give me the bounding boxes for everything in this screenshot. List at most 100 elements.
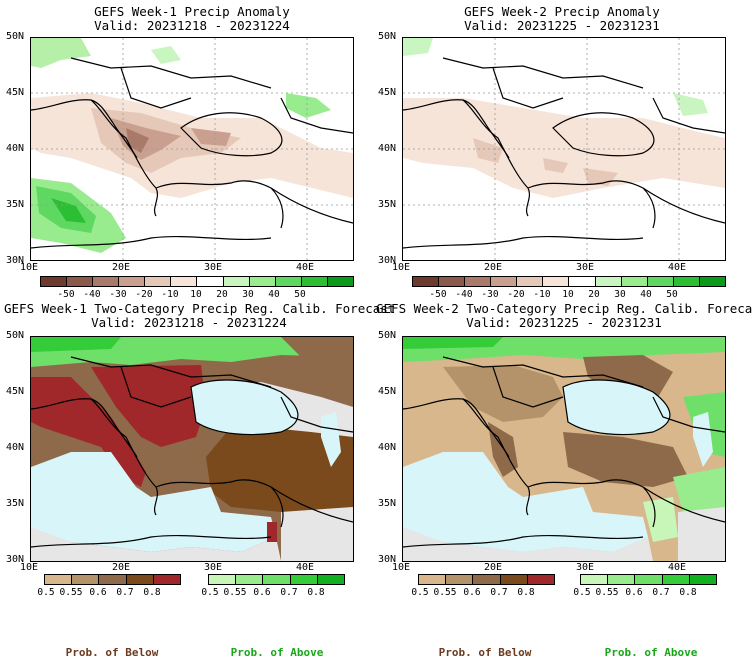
colorbar-segment [662, 575, 690, 584]
colorbar-tick-label: 30 [614, 289, 626, 300]
panel4-lat-35n: 35N [378, 498, 397, 509]
panel2-title-text: GEFS Week-2 Precip Anomaly [464, 4, 660, 19]
colorbar-segment [446, 575, 474, 584]
colorbar-tick-label: 10 [562, 289, 574, 300]
panel1-anomaly-field [31, 38, 353, 260]
colorbar-tick-label: 0.7 [490, 587, 508, 598]
colorbar-segment [500, 575, 528, 584]
panel3-lon-30e: 30E [204, 562, 223, 573]
colorbar-tick-label: 0.6 [625, 587, 643, 598]
colorbar-tick-label: 0.55 [223, 587, 247, 598]
panel2-lon-30e: 30E [576, 262, 595, 273]
colorbar-tick-label: 40 [640, 289, 652, 300]
panel4-probability-field [403, 337, 725, 561]
colorbar-segment [689, 575, 717, 584]
panel2-valid: Valid: 20231225 - 20231231 [464, 18, 660, 33]
panel3-lat-50n: 50N [6, 330, 25, 341]
panel2-title: GEFS Week-2 Precip Anomaly Valid: 202312… [402, 5, 722, 33]
panel2-lat-50n: 50N [378, 31, 397, 42]
panel3-lon-20e: 20E [112, 562, 131, 573]
panel4-lon-20e: 20E [484, 562, 503, 573]
panel1-title: GEFS Week-1 Precip Anomaly Valid: 202312… [32, 5, 352, 33]
colorbar-segment [99, 575, 127, 584]
colorbar-tick-label: 0.55 [433, 587, 457, 598]
panel4-lon-10e: 10E [392, 562, 411, 573]
panel3-lat-45n: 45N [6, 386, 25, 397]
panel3-title-text: GEFS Week-1 Two-Category Precip Reg. Cal… [4, 301, 396, 316]
panel3-valid: Valid: 20231218 - 20231224 [91, 315, 287, 330]
panel4-lat-40n: 40N [378, 442, 397, 453]
colorbar-segment [581, 575, 609, 584]
panel3-lat-35n: 35N [6, 498, 25, 509]
colorbar-tick-label: 20 [588, 289, 600, 300]
colorbar-tick-label: 20 [216, 289, 228, 300]
colorbar-segment [223, 277, 250, 286]
panel1-lat-45n: 45N [6, 87, 25, 98]
panel3-map [30, 336, 354, 562]
panel2-lon-40e: 40E [668, 262, 687, 273]
colorbar-segment [249, 277, 276, 286]
colorbar-segment [145, 277, 172, 286]
colorbar-tick-label: 0.6 [253, 587, 271, 598]
colorbar-tick-label: 50 [294, 289, 306, 300]
panel2-lon-10e: 10E [392, 262, 411, 273]
panel4-lat-50n: 50N [378, 330, 397, 341]
panel4-below-caption: Prob. of Below [438, 646, 532, 659]
colorbar-tick-label: 0.8 [679, 587, 697, 598]
panel3-title: GEFS Week-1 Two-Category Precip Reg. Cal… [4, 301, 396, 330]
colorbar-segment [465, 277, 492, 286]
panel4-lat-30n: 30N [378, 554, 397, 565]
colorbar-tick-label: 0.55 [595, 587, 619, 598]
colorbar-tick-label: -40 [455, 289, 473, 300]
panel1-lat-30n: 30N [6, 255, 25, 266]
colorbar-segment [608, 575, 636, 584]
panel3-lon-40e: 40E [296, 562, 315, 573]
panel1-lon-10e: 10E [20, 262, 39, 273]
colorbar-tick-label: 0.5 [573, 587, 591, 598]
colorbar-tick-label: -50 [429, 289, 447, 300]
panel4-above-colorbar [580, 574, 717, 585]
panel1-lon-40e: 40E [296, 262, 315, 273]
colorbar-segment [635, 575, 663, 584]
colorbar-tick-label: 0.8 [517, 587, 535, 598]
panel1-valid: Valid: 20231218 - 20231224 [94, 18, 290, 33]
panel4-map [402, 336, 726, 562]
panel2-lat-30n: 30N [378, 255, 397, 266]
panel3-above-caption: Prob. of Above [230, 646, 324, 659]
panel3-above-colorbar [208, 574, 345, 585]
colorbar-segment [595, 277, 622, 286]
colorbar-tick-label: 0.7 [652, 587, 670, 598]
panel1-title-text: GEFS Week-1 Precip Anomaly [94, 4, 290, 19]
colorbar-tick-label: -20 [507, 289, 525, 300]
panel1-lon-20e: 20E [112, 262, 131, 273]
colorbar-segment [439, 277, 466, 286]
colorbar-tick-label: 0.5 [37, 587, 55, 598]
panel1-lon-30e: 30E [204, 262, 223, 273]
panel1-lat-40n: 40N [6, 143, 25, 154]
panel2-lat-35n: 35N [378, 199, 397, 210]
colorbar-segment [317, 575, 345, 584]
panel4-below-colorbar [418, 574, 555, 585]
panel2-map [402, 37, 726, 261]
colorbar-segment [473, 575, 501, 584]
colorbar-tick-label: -40 [83, 289, 101, 300]
colorbar-tick-label: -10 [533, 289, 551, 300]
colorbar-tick-label: 0.7 [280, 587, 298, 598]
colorbar-segment [197, 277, 224, 286]
panel2-lon-20e: 20E [484, 262, 503, 273]
panel4-lon-30e: 30E [576, 562, 595, 573]
panel3-below-colorbar [44, 574, 181, 585]
panel1-lat-35n: 35N [6, 199, 25, 210]
colorbar-segment [72, 575, 100, 584]
colorbar-segment [45, 575, 73, 584]
panel4-title: GEFS Week-2 Two-Category Precip Reg. Cal… [376, 302, 752, 330]
panel2-anomaly-colorbar [412, 276, 726, 287]
colorbar-tick-label: -10 [161, 289, 179, 300]
colorbar-segment [209, 575, 237, 584]
panel4-lon-40e: 40E [668, 562, 687, 573]
panel3-probability-field [31, 337, 353, 561]
colorbar-segment [419, 575, 447, 584]
colorbar-segment [699, 277, 725, 286]
colorbar-segment [263, 575, 291, 584]
panel4-above-caption: Prob. of Above [604, 646, 698, 659]
